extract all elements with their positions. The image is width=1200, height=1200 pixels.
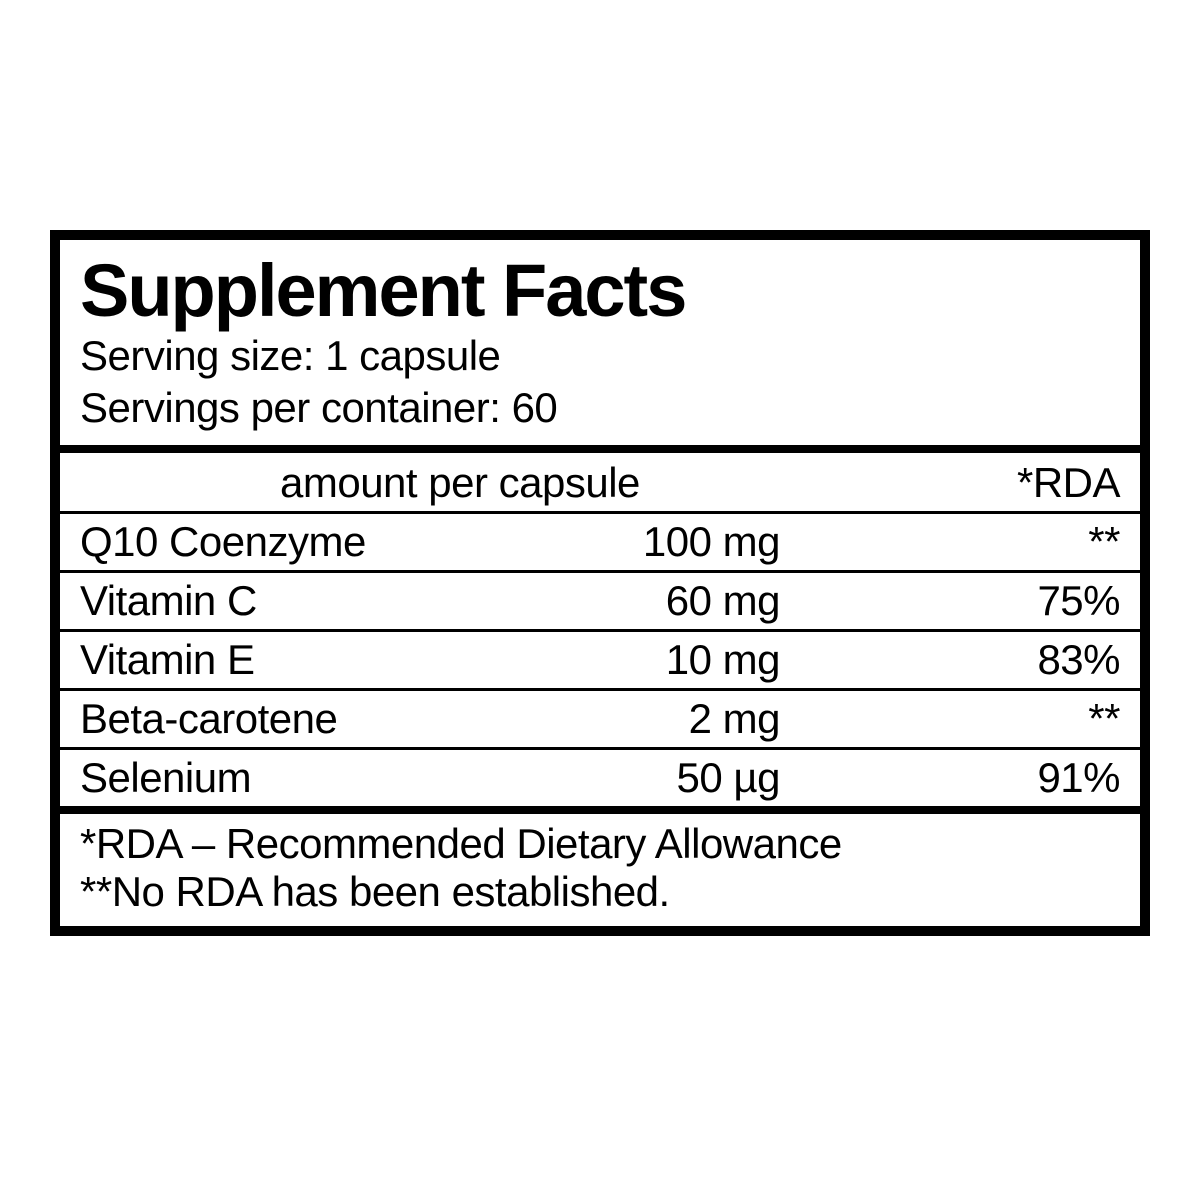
nutrient-amount: 50 µg — [430, 754, 980, 802]
panel-footer: *RDA – Recommended Dietary Allowance **N… — [60, 806, 1140, 927]
nutrient-name: Vitamin E — [80, 636, 430, 684]
footnote-rda: *RDA – Recommended Dietary Allowance — [80, 820, 1120, 868]
col-rda-header: *RDA — [940, 459, 1120, 507]
panel-title: Supplement Facts — [80, 254, 1120, 328]
table-row: Selenium 50 µg 91% — [60, 747, 1140, 806]
column-header-row: amount per capsule *RDA — [60, 453, 1140, 511]
nutrient-name: Q10 Coenzyme — [80, 518, 430, 566]
panel-header: Supplement Facts Serving size: 1 capsule… — [60, 240, 1140, 445]
table-row: Beta-carotene 2 mg ** — [60, 688, 1140, 747]
table-row: Q10 Coenzyme 100 mg ** — [60, 511, 1140, 570]
col-name-spacer — [80, 459, 280, 507]
footnote-norda: **No RDA has been established. — [80, 868, 1120, 916]
header-rule — [60, 445, 1140, 453]
nutrient-name: Vitamin C — [80, 577, 430, 625]
nutrient-rda: 75% — [980, 577, 1120, 625]
nutrient-amount: 2 mg — [430, 695, 980, 743]
col-amount-header: amount per capsule — [280, 459, 940, 507]
nutrient-name: Selenium — [80, 754, 430, 802]
nutrient-rda: ** — [980, 518, 1120, 566]
nutrient-amount: 60 mg — [430, 577, 980, 625]
nutrient-rda: 91% — [980, 754, 1120, 802]
nutrient-amount: 10 mg — [430, 636, 980, 684]
table-row: Vitamin C 60 mg 75% — [60, 570, 1140, 629]
nutrient-rda: ** — [980, 695, 1120, 743]
supplement-facts-panel: Supplement Facts Serving size: 1 capsule… — [50, 230, 1150, 936]
nutrient-rda: 83% — [980, 636, 1120, 684]
nutrient-name: Beta-carotene — [80, 695, 430, 743]
serving-size: Serving size: 1 capsule — [80, 332, 1120, 380]
table-row: Vitamin E 10 mg 83% — [60, 629, 1140, 688]
nutrient-amount: 100 mg — [430, 518, 980, 566]
servings-per-container: Servings per container: 60 — [80, 384, 1120, 432]
